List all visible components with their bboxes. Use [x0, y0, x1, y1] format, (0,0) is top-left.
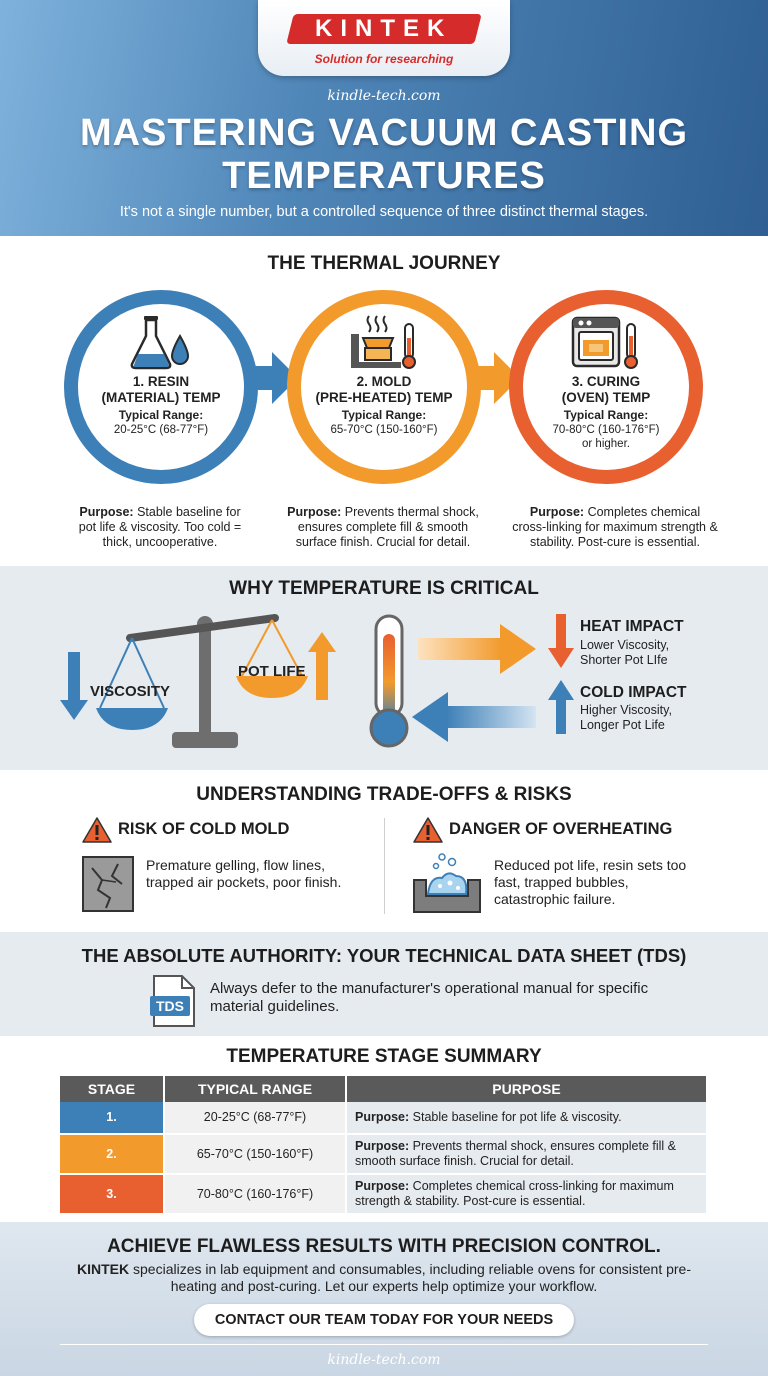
stage-purpose-mold: Purpose: Prevents thermal shock, ensures… — [287, 505, 479, 549]
down-arrow-icon — [548, 614, 574, 668]
warning-icon — [413, 817, 443, 843]
site-url-top[interactable]: kindle-tech.com — [327, 88, 441, 104]
footer-text: KINTEK specializes in lab equipment and … — [77, 1261, 691, 1294]
tds-text: Always defer to the manufacturer's opera… — [210, 980, 649, 1015]
stage-card-mold: 2. MOLD (PRE-HEATED) TEMP Typical Range:… — [287, 290, 481, 484]
page-title: MASTERING VACUUM CASTING TEMPERATURES — [79, 112, 689, 197]
footer-cta-section: ACHIEVE FLAWLESS RESULTS WITH PRECISION … — [0, 1222, 768, 1376]
purpose-cell: Purpose: Prevents thermal shock, ensures… — [346, 1134, 708, 1175]
stage-name: 3. CURING (OVEN) TEMP — [561, 374, 651, 405]
thermometer-icon — [369, 614, 409, 748]
cracked-mold-icon — [82, 856, 134, 912]
beaker-icon — [130, 316, 190, 370]
col-header-range: TYPICAL RANGE — [164, 1076, 347, 1102]
stage-name: 2. MOLD (PRE-HEATED) TEMP — [315, 374, 453, 405]
pot-life-label: POT LIFE — [238, 663, 306, 680]
range-value: 20-25°C (68-77°F) — [113, 424, 209, 436]
site-url-bottom[interactable]: kindle-tech.com — [327, 1352, 441, 1368]
cold-mold-text: Premature gelling, flow lines, trapped a… — [146, 857, 342, 890]
tds-document-icon: TDS — [150, 975, 195, 1027]
balance-scale-icon — [60, 614, 336, 748]
stage-cell: 3. — [60, 1174, 165, 1215]
range-value: 70-80°C (160-176°F) or higher. — [552, 424, 660, 450]
range-cell: 20-25°C (68-77°F) — [164, 1102, 347, 1135]
stage-card-curing: 3. CURING (OVEN) TEMP Typical Range: 70-… — [509, 290, 703, 484]
risks-divider — [384, 818, 385, 914]
logo-tagline: Solution for researching — [314, 52, 454, 66]
cold-arrow-icon — [412, 692, 536, 742]
range-label: Typical Range: — [563, 408, 649, 422]
table-row: 1. 20-25°C (68-77°F) Purpose: Stable bas… — [60, 1102, 708, 1135]
col-header-stage: STAGE — [60, 1076, 165, 1102]
stage-purpose-curing: Purpose: Completes chemical cross-linkin… — [512, 505, 718, 549]
overheating-text: Reduced pot life, resin sets too fast, t… — [494, 857, 687, 907]
tds-section — [0, 932, 768, 1036]
tds-icon-label: TDS — [156, 998, 184, 1014]
heat-arrow-icon — [418, 624, 536, 674]
page-subtitle: It's not a single number, but a controll… — [119, 204, 649, 220]
footer-divider — [60, 1344, 708, 1345]
summary-title: TEMPERATURE STAGE SUMMARY — [226, 1046, 542, 1067]
stage-cell: 2. — [60, 1134, 165, 1175]
header-banner: KINTEK Solution for researching kindle-t… — [0, 0, 768, 236]
warning-icon — [82, 817, 112, 843]
overheating-title: DANGER OF OVERHEATING — [449, 820, 673, 838]
summary-table: STAGE TYPICAL RANGE PURPOSE 1. 20-25°C (… — [60, 1076, 708, 1215]
up-arrow-icon — [548, 680, 574, 734]
heat-impact-title: HEAT IMPACT — [580, 618, 684, 635]
stage-cell: 1. — [60, 1102, 165, 1135]
oven-icon — [571, 316, 638, 369]
footer-title: ACHIEVE FLAWLESS RESULTS WITH PRECISION … — [107, 1236, 661, 1257]
stage-name: 1. RESIN (MATERIAL) TEMP — [101, 374, 221, 405]
risks-title: UNDERSTANDING TRADE-OFFS & RISKS — [196, 784, 572, 805]
kintek-logo[interactable]: KINTEK — [286, 14, 482, 44]
table-row: 3. 70-80°C (160-176°F) Purpose: Complete… — [60, 1174, 708, 1215]
col-header-purpose: PURPOSE — [346, 1076, 708, 1102]
stage-purpose-resin: Purpose: Stable baseline for pot life & … — [78, 505, 242, 549]
viscosity-label: VISCOSITY — [90, 683, 171, 700]
cold-impact-text: Higher Viscosity, Longer Pot Life — [580, 703, 672, 732]
bubbling-resin-icon — [413, 853, 481, 913]
purpose-cell: Purpose: Completes chemical cross-linkin… — [346, 1174, 708, 1215]
range-label: Typical Range: — [341, 408, 427, 422]
heated-mold-icon — [351, 315, 416, 369]
purpose-cell: Purpose: Stable baseline for pot life & … — [346, 1102, 708, 1135]
cold-mold-title: RISK OF COLD MOLD — [118, 820, 290, 838]
journey-title: THE THERMAL JOURNEY — [267, 253, 501, 274]
table-row: 2. 65-70°C (150-160°F) Purpose: Prevents… — [60, 1134, 708, 1175]
contact-team-button[interactable]: CONTACT OUR TEAM TODAY FOR YOUR NEEDS — [194, 1304, 574, 1336]
range-cell: 65-70°C (150-160°F) — [164, 1134, 347, 1175]
range-value: 65-70°C (150-160°F) — [330, 424, 438, 436]
logo-tab: KINTEK Solution for researching — [258, 0, 510, 76]
critical-title: WHY TEMPERATURE IS CRITICAL — [229, 578, 539, 599]
tds-title: THE ABSOLUTE AUTHORITY: YOUR TECHNICAL D… — [81, 945, 687, 966]
cold-impact-title: COLD IMPACT — [580, 684, 687, 701]
heat-impact-text: Lower Viscosity, Shorter Pot LIfe — [580, 638, 670, 667]
range-cell: 70-80°C (160-176°F) — [164, 1174, 347, 1215]
range-label: Typical Range: — [118, 408, 204, 422]
stage-card-resin: 1. RESIN (MATERIAL) TEMP Typical Range: … — [64, 290, 258, 484]
table-header-row: STAGE TYPICAL RANGE PURPOSE — [60, 1076, 708, 1102]
